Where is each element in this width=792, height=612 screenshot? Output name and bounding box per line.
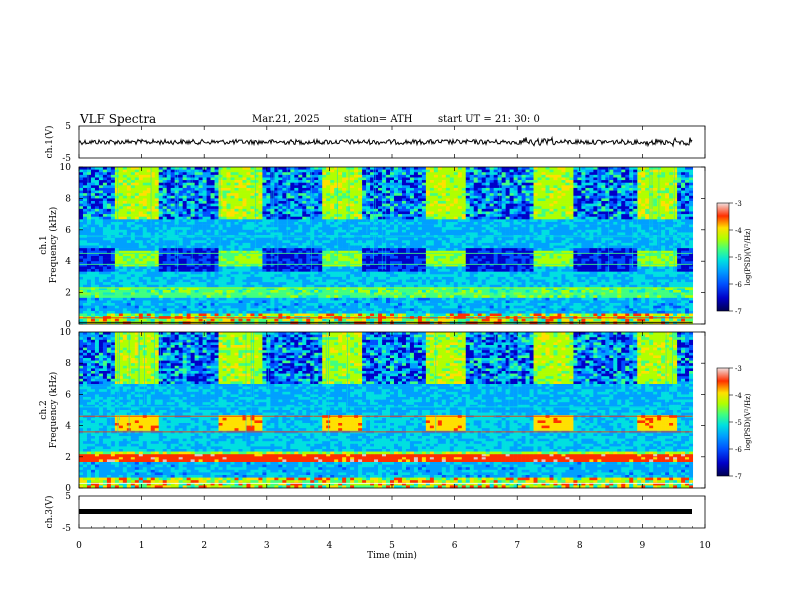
ch3-ytick-bottom: -5 — [62, 524, 71, 534]
time-tick-label: 6 — [452, 541, 458, 551]
ch1-ytick-top: 5 — [65, 122, 71, 132]
frequency-tick-label: 4 — [65, 422, 71, 432]
time-tick-label: 8 — [577, 541, 583, 551]
ch1-colorbar — [716, 202, 730, 312]
frequency-tick-label: 10 — [60, 163, 72, 173]
colorbar-tick-label: -6 — [735, 446, 742, 454]
colorbar-tick-label: -6 — [735, 281, 742, 289]
colorbar-tick-label: -3 — [735, 200, 742, 208]
ch1-waveform-line — [78, 135, 693, 148]
frequency-tick-label: 4 — [65, 257, 71, 267]
frequency-tick-label: 0 — [65, 484, 71, 494]
chart-title: VLF Spectra — [80, 112, 157, 126]
colorbar-tick-label: -7 — [735, 308, 742, 316]
time-tick-label: 3 — [264, 541, 270, 551]
time-tick-label: 10 — [699, 541, 711, 551]
station-label: station= ATH — [344, 114, 413, 125]
date-label: Mar.21, 2025 — [252, 114, 320, 125]
time-axis-label: Time (min) — [367, 550, 417, 561]
ch1-ytick-bottom: -5 — [62, 154, 71, 164]
ch3-waveform-panel: 5 -5 ch.3(V) — [44, 492, 706, 534]
colorbar-tick-label: -7 — [735, 473, 742, 481]
frequency-tick-label: 2 — [65, 453, 71, 463]
ch1-waveform-ylabel: ch.1(V) — [44, 126, 55, 159]
time-axis: 0 1 2 3 4 5 6 7 8 9 10 — [76, 126, 711, 551]
time-tick-label: 9 — [640, 541, 646, 551]
start-time-label: start UT = 21: 30: 0 — [438, 114, 540, 125]
ch3-waveform-ylabel: ch.3(V) — [44, 496, 55, 529]
ch2-frequency-label: Frequency (kHz) — [48, 372, 59, 449]
ch2-colorbar-label: log(PSD)(V²/Hz) — [744, 393, 752, 450]
colorbar-tick-label: -5 — [735, 254, 742, 262]
ch2-colorbar — [716, 367, 730, 477]
ch1-spectrogram-image — [79, 167, 706, 325]
ch1-waveform-panel: 5 -5 ch.1(V) — [44, 122, 706, 164]
colorbar-tick-label: -4 — [735, 392, 742, 400]
ch1-frequency-label: Frequency (kHz) — [48, 207, 59, 284]
ch3-waveform-band — [79, 509, 692, 514]
colorbar-tick-label: -5 — [735, 419, 742, 427]
ch2-spectrogram-image — [79, 332, 706, 489]
frequency-tick-label: 2 — [65, 289, 71, 299]
frequency-tick-label: 8 — [65, 359, 71, 369]
time-tick-label: 7 — [514, 541, 520, 551]
frequency-tick-label: 0 — [65, 320, 71, 330]
colorbar-tick-label: -3 — [735, 365, 742, 373]
time-tick-label: 1 — [139, 541, 145, 551]
frequency-tick-label: 6 — [65, 226, 71, 236]
ch2-channel-label: ch.2 — [39, 400, 49, 419]
time-tick-label: 0 — [76, 541, 82, 551]
ch1-colorbar-label: log(PSD)(V²/Hz) — [744, 228, 752, 285]
time-tick-label: 2 — [201, 541, 207, 551]
colorbar-tick-label: -4 — [735, 227, 742, 235]
time-tick-label: 4 — [327, 541, 333, 551]
frequency-tick-label: 8 — [65, 194, 71, 204]
ch3-ytick-top: 5 — [65, 492, 71, 502]
time-tick-label: 5 — [389, 541, 395, 551]
frequency-tick-label: 6 — [65, 390, 71, 400]
frequency-tick-label: 10 — [60, 328, 72, 338]
ch1-channel-label: ch.1 — [39, 235, 49, 254]
